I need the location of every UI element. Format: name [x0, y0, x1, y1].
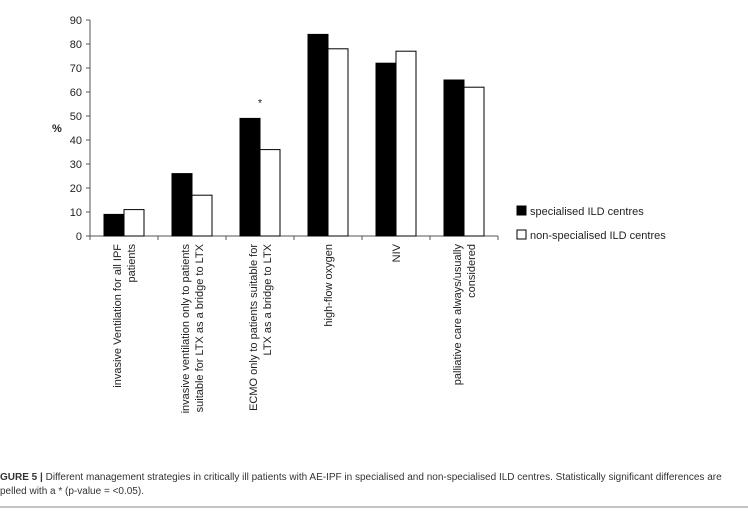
y-tick-label: 40 [70, 135, 82, 147]
bar [463, 86, 485, 237]
y-axis-label: % [52, 123, 62, 135]
y-tick-label: 20 [70, 183, 82, 195]
bar [239, 117, 261, 237]
y-tick-label: 0 [76, 231, 82, 243]
bar [327, 48, 349, 237]
bar [171, 173, 193, 237]
bar [443, 79, 465, 237]
x-tick-label: invasive Ventilation for all IPF patients [112, 244, 138, 388]
bar [375, 62, 397, 237]
x-tick-label: ECMO only to patients suitable for LTX as… [248, 243, 274, 411]
x-tick-label: high-flow oxygen [323, 244, 335, 327]
caption-line-2: pelled with a * (p-value = <0.05). [0, 486, 144, 497]
legend-label: specialised ILD centres [530, 206, 644, 218]
y-tick-label: 30 [70, 159, 82, 171]
bar [123, 209, 145, 237]
legend-swatch [516, 205, 527, 216]
x-tick-label: palliative care always/usually considered [452, 244, 478, 386]
x-tick-label: invasive ventilation only to patients sui… [180, 243, 206, 413]
bar [103, 213, 125, 237]
y-tick-label: 80 [70, 39, 82, 51]
bar [259, 149, 281, 237]
legend-swatch [516, 229, 527, 240]
x-tick-label: NIV [391, 243, 403, 262]
legend-label: non-specialised ILD centres [530, 230, 666, 242]
y-tick-label: 60 [70, 87, 82, 99]
y-tick-label: 70 [70, 63, 82, 75]
caption-text: Different management strategies in criti… [46, 472, 723, 483]
bar [191, 194, 213, 237]
caption-label: GURE 5 | [0, 472, 43, 483]
annotation: * [258, 97, 263, 109]
bar [395, 50, 417, 237]
y-tick-label: 50 [70, 111, 82, 123]
caption-line-1: GURE 5 | Different management strategies… [0, 472, 722, 483]
y-tick-label: 90 [70, 15, 82, 27]
y-tick-label: 10 [70, 207, 82, 219]
bar [307, 33, 329, 237]
